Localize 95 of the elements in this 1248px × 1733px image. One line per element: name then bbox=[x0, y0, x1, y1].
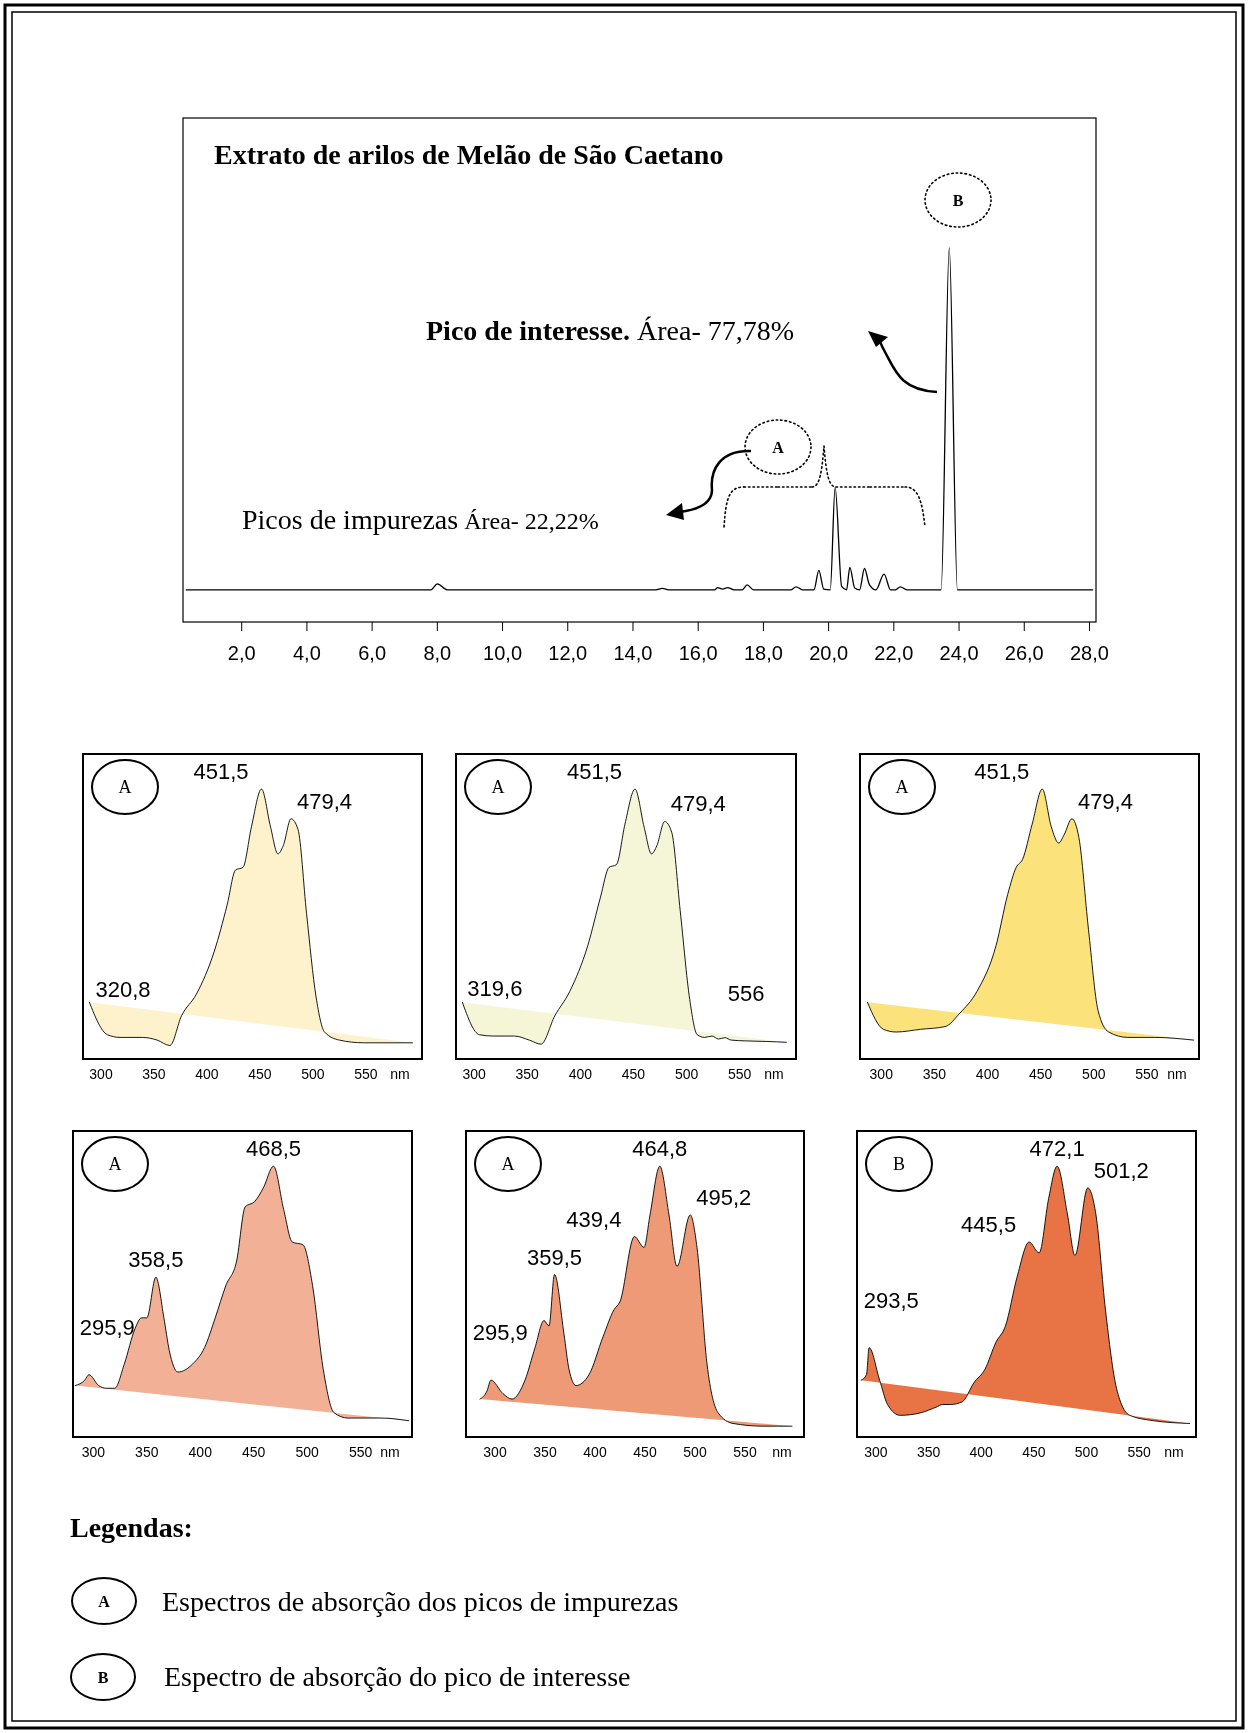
annotation: 358,5 bbox=[128, 1247, 184, 1273]
chart-title: Extrato de arilos de Melão de São Caetano bbox=[214, 139, 724, 170]
annotation: 293,5 bbox=[863, 1287, 919, 1313]
x-tick-label: 400 bbox=[583, 1444, 607, 1460]
x-tick-label: 8,0 bbox=[423, 642, 452, 664]
x-tick-label: 550 bbox=[733, 1444, 757, 1460]
annotation: 451,5 bbox=[193, 759, 249, 785]
x-tick-label: 500 bbox=[683, 1444, 707, 1460]
annotation: 479,4 bbox=[297, 788, 353, 814]
annotation: 295,9 bbox=[472, 1320, 528, 1346]
x-tick-label: 400 bbox=[975, 1066, 1000, 1082]
annotation: B bbox=[892, 1154, 906, 1174]
x-tick-label: 500 bbox=[1074, 1444, 1099, 1460]
annotation: 451,5 bbox=[974, 759, 1030, 785]
x-tick-label: 300 bbox=[89, 1066, 113, 1082]
x-tick-label: 500 bbox=[1082, 1066, 1106, 1082]
x-tick-label: 24,0 bbox=[939, 642, 979, 664]
x-tick-label: 350 bbox=[142, 1066, 166, 1082]
annotation: 479,4 bbox=[670, 791, 726, 817]
x-tick-label: 4,0 bbox=[293, 642, 321, 664]
annotation: 556 bbox=[727, 980, 765, 1006]
x-axis-title: nm bbox=[390, 1066, 410, 1082]
x-tick-label: 300 bbox=[869, 1066, 894, 1082]
x-tick-label: 450 bbox=[633, 1444, 657, 1460]
annotation: A bbox=[108, 1154, 122, 1174]
annotation: Picos de impurezas bbox=[242, 504, 459, 535]
annotation: 319,6 bbox=[467, 976, 523, 1002]
annotation: 320,8 bbox=[95, 977, 151, 1003]
x-tick-label: 26,0 bbox=[1004, 642, 1044, 664]
annotation: 464,8 bbox=[632, 1136, 688, 1162]
x-tick-label: 28,0 bbox=[1070, 642, 1109, 664]
annotation: 468,5 bbox=[245, 1136, 302, 1162]
x-tick-label: 300 bbox=[864, 1444, 888, 1460]
x-tick-label: 500 bbox=[295, 1444, 320, 1460]
x-axis-title: nm bbox=[1167, 1066, 1187, 1082]
text: Espectro de absorção do pico de interesse bbox=[164, 1661, 631, 1692]
annotation: 495,2 bbox=[696, 1184, 752, 1210]
x-tick-label: 550 bbox=[1127, 1444, 1152, 1460]
text: B bbox=[952, 192, 964, 209]
annotation: 479,4 bbox=[1077, 788, 1133, 814]
x-tick-label: 350 bbox=[922, 1066, 947, 1082]
x-tick-label: 400 bbox=[195, 1066, 219, 1082]
x-tick-label: 18,0 bbox=[743, 642, 783, 664]
annotation: 445,5 bbox=[961, 1212, 1017, 1238]
text: B bbox=[97, 1669, 109, 1686]
annotation: 295,9 bbox=[79, 1314, 135, 1340]
x-tick-label: 14,0 bbox=[613, 642, 653, 664]
x-tick-label: 350 bbox=[135, 1444, 159, 1460]
x-tick-label: 2,0 bbox=[227, 642, 256, 664]
x-tick-label: 400 bbox=[188, 1444, 213, 1460]
x-tick-label: 350 bbox=[515, 1066, 540, 1082]
x-tick-label: 450 bbox=[242, 1444, 266, 1460]
annotation: Área- 77,78% bbox=[629, 315, 795, 346]
x-axis-title: nm bbox=[1164, 1444, 1184, 1460]
annotation: A bbox=[501, 1154, 515, 1174]
annotation: A bbox=[772, 439, 785, 456]
annotation: Pico de interesse. bbox=[426, 315, 630, 346]
x-tick-label: 20,0 bbox=[809, 642, 849, 664]
x-tick-label: 450 bbox=[1028, 1066, 1053, 1082]
annotation: 501,2 bbox=[1093, 1157, 1149, 1183]
annotation: 451,5 bbox=[566, 759, 623, 785]
x-tick-label: 300 bbox=[462, 1066, 486, 1082]
annotation: 359,5 bbox=[526, 1244, 583, 1270]
annotation: 439,4 bbox=[566, 1206, 622, 1232]
x-tick-label: 450 bbox=[1022, 1444, 1046, 1460]
text: Espectros de absorção dos picos de impurezas bbox=[162, 1586, 679, 1617]
x-tick-label: 300 bbox=[81, 1444, 106, 1460]
x-tick-label: 400 bbox=[568, 1066, 593, 1082]
text: Legendas: bbox=[70, 1512, 193, 1543]
x-tick-label: 12,0 bbox=[548, 642, 588, 664]
text: A bbox=[98, 1593, 111, 1610]
x-tick-label: 350 bbox=[533, 1444, 557, 1460]
x-tick-label: 10,0 bbox=[483, 642, 523, 664]
x-tick-label: 500 bbox=[674, 1066, 699, 1082]
annotation: Área- 22,22% bbox=[458, 508, 599, 534]
x-tick-label: 550 bbox=[728, 1066, 752, 1082]
x-axis-title: nm bbox=[764, 1066, 784, 1082]
x-tick-label: 550 bbox=[354, 1066, 378, 1082]
x-tick-label: 6,0 bbox=[358, 642, 387, 664]
annotation: A bbox=[895, 777, 909, 797]
x-tick-label: 550 bbox=[348, 1444, 373, 1460]
x-tick-label: 16,0 bbox=[678, 642, 718, 664]
x-axis-title: nm bbox=[772, 1444, 792, 1460]
x-tick-label: 300 bbox=[483, 1444, 507, 1460]
x-tick-label: 500 bbox=[301, 1066, 325, 1082]
annotation: 472,1 bbox=[1029, 1136, 1085, 1162]
x-tick-label: 400 bbox=[969, 1444, 994, 1460]
x-tick-label: 22,0 bbox=[874, 642, 914, 664]
x-tick-label: 550 bbox=[1135, 1066, 1159, 1082]
x-tick-label: 450 bbox=[248, 1066, 272, 1082]
x-axis-title: nm bbox=[380, 1444, 400, 1460]
annotation: A bbox=[491, 777, 505, 797]
x-tick-label: 450 bbox=[621, 1066, 646, 1082]
annotation: A bbox=[118, 777, 132, 797]
x-tick-label: 350 bbox=[916, 1444, 941, 1460]
